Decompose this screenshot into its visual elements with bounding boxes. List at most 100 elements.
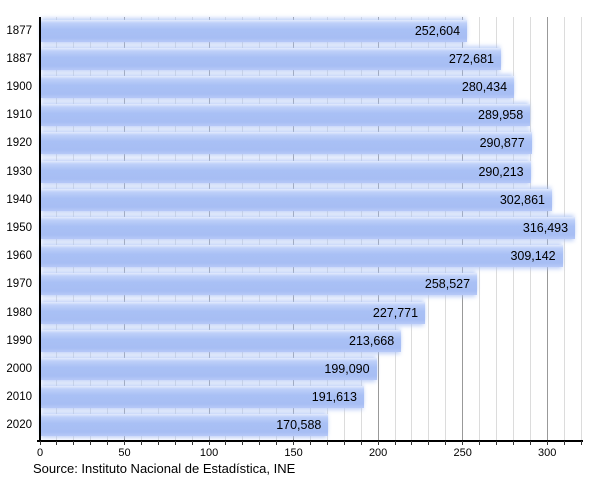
x-axis-tick [343,441,345,445]
bar-row: 309,142 [40,243,581,271]
x-axis-tick [107,441,109,445]
y-axis-label: 1920 [6,137,32,150]
x-axis-tick [191,441,193,445]
bar-row: 227,771 [40,299,581,327]
bar-row: 170,588 [40,412,581,440]
y-axis-label: 2020 [6,419,32,432]
x-axis-tick [293,441,295,445]
bar-row: 191,613 [40,384,581,412]
x-axis-tick-label: 0 [36,447,44,459]
bar-value-label: 272,681 [448,51,494,66]
x-axis-tick-label: 150 [284,447,303,459]
x-axis-tick [479,441,481,445]
y-axis-label: 1980 [6,306,32,319]
x-axis-tick [124,441,126,445]
x-axis-tick [56,441,58,445]
bar-value-label: 199,090 [324,361,370,376]
x-axis-tick [39,441,41,445]
x-axis-tick [377,441,379,445]
y-axis-label: 1900 [6,80,32,93]
x-axis-tick [462,441,464,445]
x-axis-tick [529,441,531,445]
x-axis-tick [90,441,92,445]
bar-row: 290,213 [40,158,581,186]
x-axis-tick-label: 300 [538,447,557,459]
y-axis-label: 1970 [6,278,32,291]
x-axis-tick [512,441,514,445]
y-axis-label: 1950 [6,221,32,234]
y-axis-label: 2010 [6,391,32,404]
x-axis-tick [580,441,582,445]
y-axis-label: 2000 [6,362,32,375]
x-axis-tick [259,441,261,445]
bar-value-label: 280,434 [461,79,508,94]
gridline-minor [580,17,582,440]
y-axis-label: 1990 [6,334,32,347]
bar-value-label: 302,861 [499,192,546,207]
x-axis-tick [310,441,311,445]
x-axis-tick [242,441,244,445]
bar-1920: 290,877 [40,132,532,155]
x-axis-tick [174,441,176,445]
bar-2020: 170,588 [40,414,329,437]
bar-value-label: 290,877 [479,136,525,151]
x-axis-tick [360,441,362,445]
x-axis-tick [563,441,565,445]
bar-value-label: 290,213 [478,164,524,179]
bar-value-label: 213,668 [349,333,395,348]
bar-1990: 213,668 [40,329,402,352]
bar-row: 316,493 [40,214,581,242]
x-axis-tick [326,441,328,445]
bar-1930: 290,213 [40,160,531,183]
bar-value-label: 191,613 [311,390,357,405]
bar-2010: 191,613 [40,386,364,409]
x-axis-tick-label: 250 [453,447,472,459]
x-axis-tick [546,441,548,445]
bar-row: 280,434 [40,73,581,101]
plot-area: 252,604 272,681 280,434 289,958 290,877 290,2… [39,17,582,441]
bar-2000: 199,090 [40,357,377,380]
bar-1887: 272,681 [40,47,501,70]
x-axis-line [37,440,583,442]
y-axis-label: 1940 [6,193,32,206]
bar-1980: 227,771 [40,301,426,324]
bar-1960: 309,142 [40,245,563,268]
x-axis-tick [495,441,497,445]
bar-row: 289,958 [40,102,581,130]
x-axis-tick-label: 50 [118,447,131,459]
x-axis-tick [157,441,159,445]
x-axis-tick [428,441,430,445]
y-axis-label: 1877 [6,24,32,37]
x-axis-tick-label: 100 [199,447,219,459]
bar-value-label: 289,958 [478,108,524,123]
bar-value-label: 252,604 [414,23,461,38]
bar-1910: 289,958 [40,104,531,127]
bar-value-label: 170,588 [276,418,322,433]
bar-1950: 316,493 [40,216,576,239]
bar-row: 258,527 [40,271,581,299]
bar-row: 290,877 [40,130,581,158]
x-axis-tick [394,441,396,445]
y-axis-label: 1930 [6,165,32,178]
bar-row: 199,090 [40,355,581,383]
y-axis-label: 1960 [6,250,32,263]
bar-row: 213,668 [40,327,581,355]
bar-row: 252,604 [40,17,581,45]
x-axis-tick [411,441,413,445]
bar-1900: 280,434 [40,75,515,98]
x-axis-tick [445,441,447,445]
source-caption: Source: Instituto Nacional de Estadístic… [33,461,296,476]
bar-value-label: 316,493 [522,220,569,235]
x-axis-tick [140,441,142,445]
bar-value-label: 227,771 [372,305,419,320]
bar-row: 302,861 [40,186,581,214]
y-axis-line [39,17,41,441]
bar-value-label: 258,527 [424,277,471,292]
bar-1877: 252,604 [40,19,468,42]
x-axis-tick [225,441,227,445]
x-axis-tick [73,441,75,445]
y-axis-label: 1887 [6,52,32,65]
x-axis-tick [208,441,210,445]
y-axis-label: 1910 [6,109,32,122]
